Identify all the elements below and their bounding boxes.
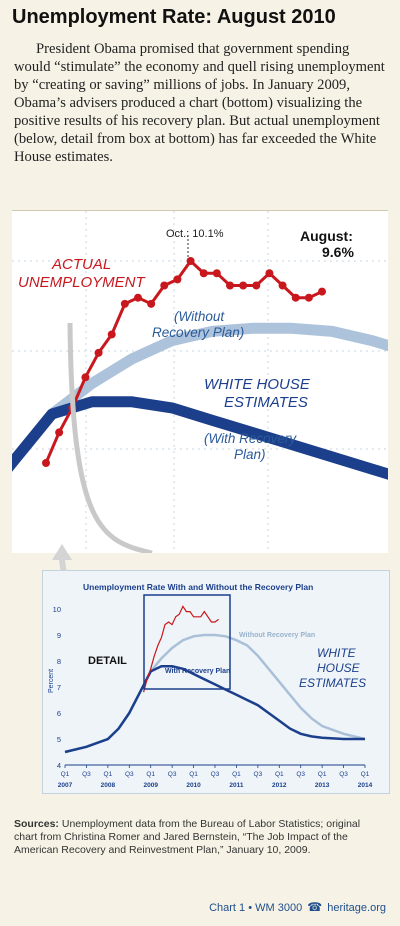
wh-label-line1: WHITE HOUSE — [204, 376, 311, 393]
original-chart-ylabel: Percent — [48, 669, 55, 693]
original-year-label: 2007 — [58, 782, 73, 789]
without-label-line1: (Without — [174, 309, 225, 324]
detail-chart: Oct.: 10.1% August: 9.6% ACTUAL UNEMPLOY… — [12, 211, 388, 553]
original-wh-label-line3: ESTIMATES — [299, 676, 366, 690]
original-year-label: 2011 — [229, 782, 243, 789]
chart-number: Chart 1 • WM 3000 — [209, 902, 303, 914]
detail-box — [143, 594, 231, 690]
site-link[interactable]: heritage.org — [327, 902, 386, 914]
original-year-label: 2009 — [143, 782, 158, 789]
actual-point — [278, 281, 287, 290]
actual-point — [120, 299, 129, 308]
actual-point — [212, 269, 221, 278]
original-x-tick: Q1 — [232, 771, 241, 778]
original-chart-panel: Unemployment Rate With and Without the R… — [42, 570, 390, 794]
sources-text: Unemployment data from the Bureau of Lab… — [14, 818, 361, 856]
original-x-tick: Q3 — [168, 771, 177, 778]
actual-label-line1: ACTUAL — [51, 256, 111, 273]
original-wh-label-line1: WHITE — [317, 646, 357, 660]
original-x-tick: Q1 — [61, 771, 70, 778]
original-y-tick: 5 — [57, 735, 61, 744]
original-x-tick: Q3 — [211, 771, 220, 778]
original-wh-label-line2: HOUSE — [317, 661, 361, 675]
actual-label-line2: UNEMPLOYMENT — [18, 274, 147, 291]
original-x-tick: Q3 — [125, 771, 134, 778]
actual-point — [318, 287, 326, 296]
original-y-tick: 4 — [57, 761, 61, 770]
original-with-label: With Recovery Plan — [165, 668, 230, 675]
detail-label: DETAIL — [88, 655, 127, 667]
actual-point — [199, 269, 208, 278]
actual-point — [239, 281, 248, 290]
detail-connector-arrow — [67, 322, 153, 553]
sources-note: Sources: Unemployment data from the Bure… — [14, 818, 386, 857]
actual-point — [81, 373, 90, 382]
without-label-line2: Recovery Plan) — [152, 325, 244, 340]
original-x-tick: Q1 — [146, 771, 155, 778]
original-x-tick: Q1 — [104, 771, 113, 778]
original-x-tick: Q1 — [275, 771, 284, 778]
original-x-tick: Q1 — [189, 771, 198, 778]
original-year-label: 2010 — [186, 782, 201, 789]
original-year-label: 2014 — [358, 782, 373, 789]
phone-icon: ☎ — [307, 900, 323, 914]
original-y-tick: 7 — [57, 683, 61, 692]
original-chart-title: Unemployment Rate With and Without the R… — [83, 582, 313, 592]
actual-point — [160, 281, 169, 290]
original-y-tick: 9 — [57, 631, 61, 640]
footer: Chart 1 • WM 3000 ☎ heritage.org — [209, 900, 386, 914]
with-label-line2: Plan) — [234, 447, 266, 462]
actual-point — [252, 281, 261, 290]
original-year-label: 2013 — [315, 782, 330, 789]
actual-point — [94, 348, 103, 357]
sources-label: Sources: — [14, 818, 59, 830]
original-year-label: 2008 — [101, 782, 116, 789]
actual-point — [173, 275, 182, 284]
with-plan-line — [12, 396, 388, 480]
actual-unemployment-line — [44, 258, 323, 464]
actual-point — [107, 330, 116, 339]
actual-point — [291, 293, 300, 302]
actual-point — [42, 459, 50, 467]
original-x-tick: Q3 — [82, 771, 91, 778]
original-x-tick: Q1 — [361, 771, 370, 778]
original-chart: Unemployment Rate With and Without the R… — [48, 582, 373, 789]
original-x-tick: Q1 — [318, 771, 327, 778]
original-year-label: 2012 — [272, 782, 287, 789]
latest-label-line2: 9.6% — [322, 244, 354, 260]
detail-chart-panel: Oct.: 10.1% August: 9.6% ACTUAL UNEMPLOY… — [12, 210, 388, 553]
original-y-tick: 6 — [57, 709, 61, 718]
original-without-label: Without Recovery Plan — [239, 632, 315, 639]
original-x-tick: Q3 — [254, 771, 263, 778]
original-y-tick: 8 — [57, 657, 61, 666]
original-x-tick: Q3 — [339, 771, 348, 778]
actual-point — [186, 257, 195, 265]
intro-paragraph: President Obama promised that government… — [14, 41, 385, 165]
actual-point — [304, 293, 313, 302]
actual-point — [265, 269, 274, 278]
actual-point — [134, 293, 142, 302]
wh-label-line2: ESTIMATES — [224, 394, 308, 411]
original-x-tick: Q3 — [296, 771, 305, 778]
actual-point — [55, 428, 64, 437]
peak-label: Oct.: 10.1% — [166, 228, 224, 240]
original-y-tick: 10 — [53, 605, 61, 614]
original-actual-line — [143, 605, 219, 693]
original-with-line — [64, 664, 365, 754]
latest-label-line1: August: — [300, 228, 353, 244]
page-title: Unemployment Rate: August 2010 — [12, 6, 336, 28]
actual-point — [147, 299, 156, 308]
actual-point — [226, 281, 234, 290]
with-label-line1: (With Recovery — [204, 431, 297, 446]
